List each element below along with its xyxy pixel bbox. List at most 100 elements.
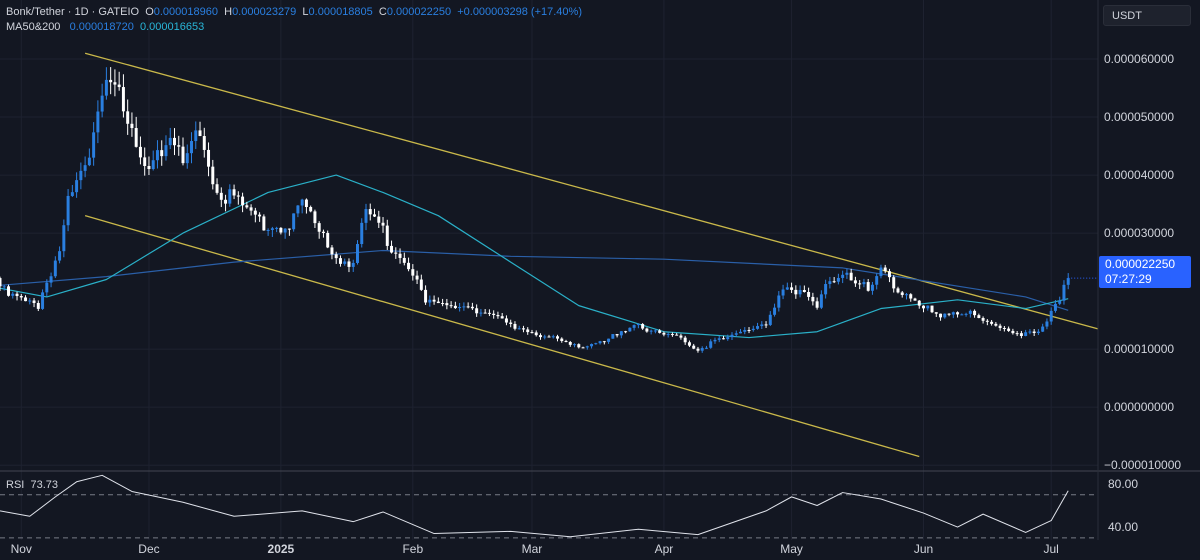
- candle-body: [951, 312, 955, 315]
- candle-body: [883, 267, 887, 272]
- candle-body: [611, 334, 615, 339]
- candle-body: [236, 195, 240, 197]
- candle-body: [500, 316, 504, 319]
- candle-body: [560, 338, 564, 342]
- candle-body: [338, 258, 342, 264]
- ma200-path: [0, 249, 1069, 311]
- candle-body: [138, 146, 142, 158]
- candle-body: [875, 276, 879, 285]
- candle-body: [1024, 332, 1028, 336]
- candle-body: [585, 346, 589, 348]
- candle-body: [458, 306, 462, 309]
- time-tick-label: Nov: [11, 542, 32, 556]
- candle-body: [198, 130, 202, 137]
- ma-legend[interactable]: MA50&200 0.000018720 0.000016653: [6, 21, 204, 33]
- candle-body: [130, 123, 134, 129]
- candle-body: [0, 278, 2, 287]
- time-tick-label: Dec: [138, 542, 159, 556]
- candle-body: [436, 301, 440, 304]
- candle-body: [292, 213, 296, 230]
- candle-body: [79, 170, 83, 181]
- candle-body: [253, 210, 257, 215]
- open-value: 0.000018960: [153, 6, 218, 18]
- candle-body: [981, 318, 985, 321]
- candle-body: [343, 261, 347, 264]
- candle-body: [870, 284, 874, 291]
- rsi-pane: [0, 474, 1098, 539]
- time-axis[interactable]: Nov Dec 2025 Feb Mar Apr May Jun Jul: [11, 542, 1059, 556]
- candle-body: [96, 111, 100, 133]
- currency-button[interactable]: USDT: [1103, 5, 1191, 26]
- candle-body: [304, 199, 308, 208]
- ohlc-legend: Bonk/Tether · 1D · GATEIO O0.000018960 H…: [6, 6, 582, 18]
- candle-body: [939, 313, 943, 318]
- price-axis[interactable]: 0.000060000 0.000050000 0.000040000 0.00003…: [1104, 52, 1181, 472]
- candle-body: [270, 228, 274, 230]
- rsi-legend[interactable]: RSI 73.73: [6, 479, 58, 491]
- candle-body: [730, 334, 734, 338]
- candle-body: [802, 289, 806, 293]
- candle-body: [900, 292, 904, 295]
- candle-body: [943, 313, 947, 318]
- time-tick-label: Jul: [1044, 542, 1059, 556]
- candle-body: [377, 216, 381, 223]
- price-tick-label: 0.000060000: [1104, 52, 1174, 66]
- trendline: [84, 215, 920, 458]
- candle-body: [181, 146, 185, 164]
- candle-body: [551, 336, 555, 338]
- candle-body: [675, 334, 679, 336]
- candle-body: [1007, 328, 1011, 331]
- candle-body: [1015, 333, 1019, 335]
- candle-body: [1041, 326, 1045, 332]
- candle-body: [1028, 331, 1032, 333]
- symbol-title[interactable]: Bonk/Tether · 1D · GATEIO: [6, 6, 140, 18]
- candle-body: [355, 244, 359, 263]
- candle-body: [219, 192, 223, 200]
- candle-body: [24, 297, 28, 302]
- candle-body: [134, 128, 138, 147]
- candle-body: [641, 324, 645, 329]
- candle-body: [828, 281, 832, 285]
- candle-body: [624, 331, 628, 333]
- candle-body: [973, 310, 977, 316]
- candle-body: [453, 305, 457, 309]
- rsi-tick-label: 80.00: [1108, 477, 1138, 491]
- candle-body: [75, 180, 79, 193]
- candle-body: [92, 132, 96, 158]
- candle-body: [662, 332, 666, 335]
- candle-body: [164, 145, 168, 157]
- candle-body: [258, 214, 262, 217]
- candle-body: [155, 150, 159, 161]
- candle-body: [381, 222, 385, 226]
- candle-body: [704, 347, 708, 349]
- candle-body: [313, 211, 317, 224]
- candle-body: [334, 254, 338, 259]
- candle-body: [726, 337, 730, 340]
- candle-body: [300, 199, 304, 206]
- candle-body: [538, 335, 542, 338]
- candle-body: [224, 199, 228, 204]
- candle-body: [7, 286, 11, 296]
- candle-body: [109, 79, 113, 83]
- candle-body: [811, 296, 815, 302]
- candle-body: [521, 328, 525, 330]
- candle-body: [747, 330, 751, 332]
- candle-body: [590, 344, 594, 347]
- open-label: O: [145, 6, 154, 18]
- candle-body: [15, 293, 19, 296]
- candle-body: [947, 313, 951, 315]
- rsi-axis[interactable]: 80.00 40.00: [1108, 477, 1138, 534]
- candle-body: [751, 328, 755, 331]
- candle-body: [564, 341, 568, 343]
- rsi-label: RSI: [6, 479, 25, 491]
- candle-body: [819, 294, 823, 308]
- bar-countdown: 07:27:29: [1105, 272, 1152, 286]
- time-tick-label: Mar: [522, 542, 543, 556]
- candle-body: [470, 306, 474, 309]
- candle-body: [249, 207, 253, 211]
- candle-body: [577, 344, 581, 348]
- last-price-tag: 0.000022250 07:27:29: [1099, 256, 1191, 288]
- candle-body: [904, 294, 908, 296]
- candle-body: [815, 301, 819, 308]
